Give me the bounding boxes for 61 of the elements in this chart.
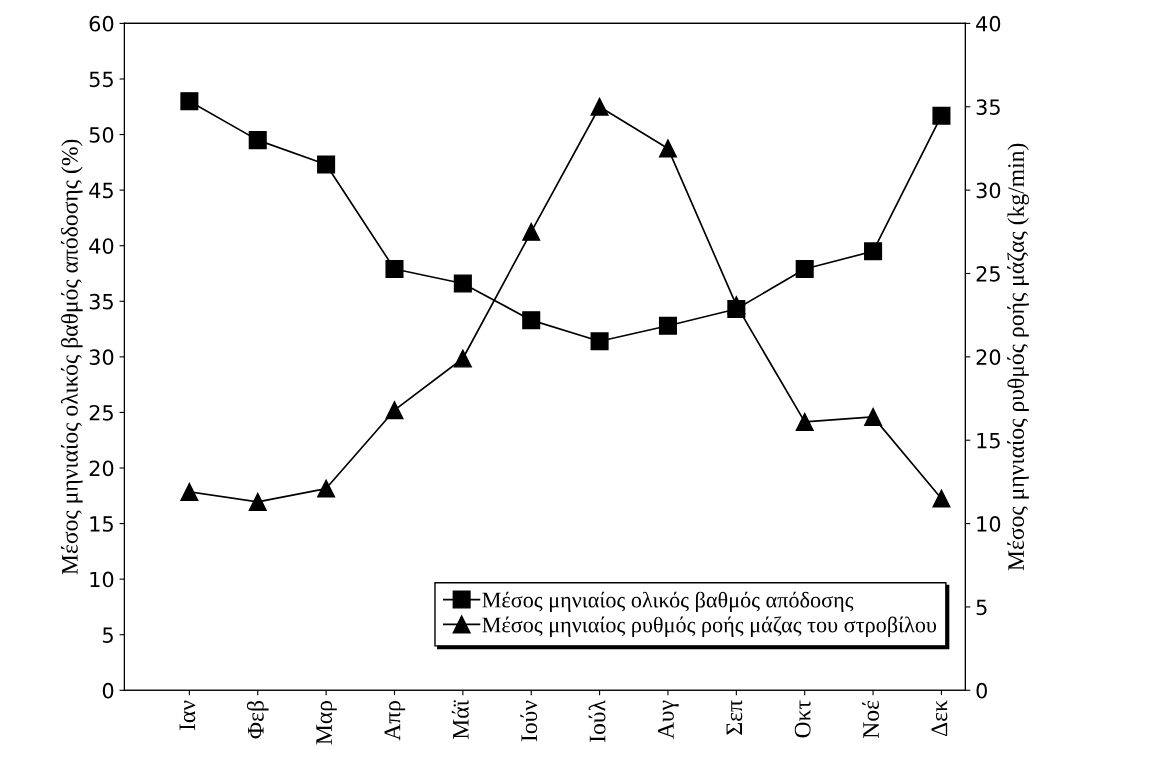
- y-axis-title: Μέσος μηνιαίος ολικός βαθμός απόδοσης (%): [60, 139, 83, 575]
- x-tick-label: Οκτ: [794, 700, 811, 738]
- point: [180, 482, 199, 501]
- x-tick-label: Δεκ: [931, 700, 948, 737]
- y2-tick-label: 10: [977, 516, 1001, 532]
- y2-tick-label: 0: [976, 682, 987, 699]
- y-tick-label: 45: [89, 182, 113, 199]
- y-tick-label: 40: [89, 238, 114, 254]
- y-tick-label: 15: [90, 516, 113, 532]
- point: [317, 479, 336, 498]
- point: [795, 412, 814, 431]
- legend-label: Μέσος μηνιαίος ολικός βαθμός απόδοσης: [482, 591, 854, 613]
- point: [522, 222, 541, 241]
- point: [453, 349, 472, 368]
- x-tick-label: Σεπ: [726, 700, 743, 735]
- y-tick-label: 30: [89, 349, 114, 366]
- legend-label: Μέσος μηνιαίος ρυθμός ροής μάζας του στροβίλου: [482, 616, 937, 637]
- x-tick-label: Ιούλ: [588, 700, 606, 742]
- x-tick-label: Ιούν: [520, 700, 538, 742]
- point: [248, 131, 267, 150]
- point: [864, 407, 883, 426]
- y-tick-label: 0: [102, 682, 114, 699]
- x-tick-label: Αυγ: [658, 700, 679, 739]
- x-tick-label: Απρ: [384, 700, 406, 741]
- point: [385, 401, 404, 420]
- point: [727, 300, 746, 319]
- y-tick-label: 55: [89, 71, 113, 88]
- point: [658, 139, 677, 158]
- y-tick-label: 10: [90, 571, 114, 588]
- y-tick-label: 50: [89, 127, 114, 143]
- point: [658, 316, 677, 335]
- y-tick-label: 20: [89, 460, 114, 477]
- y-tick-label: 35: [89, 293, 113, 310]
- point: [385, 260, 404, 279]
- x-tick-label: Φεβ: [246, 701, 269, 739]
- y-tick-label: 60: [89, 15, 114, 32]
- y2-tick-label: 30: [976, 182, 1001, 199]
- x-tick-label: Νοέ: [862, 700, 879, 739]
- point: [453, 274, 472, 293]
- y-tick-label: 25: [89, 404, 113, 421]
- y2-tick-label: 15: [977, 432, 1000, 449]
- point: [180, 92, 199, 111]
- y2-tick-label: 25: [976, 265, 1000, 282]
- point: [522, 311, 541, 330]
- x-tick-label: Μαρ: [316, 700, 337, 745]
- point: [590, 97, 609, 116]
- y2-tick-label: 35: [976, 99, 1000, 115]
- point: [248, 492, 267, 511]
- point: [932, 489, 951, 508]
- point: [590, 332, 609, 351]
- y2-tick-label: 5: [976, 599, 987, 616]
- x-tick-label: Μάϊ: [451, 700, 469, 740]
- y2-tick-label: 40: [976, 15, 1001, 32]
- x-tick-label: Ιαν: [179, 700, 196, 731]
- point: [795, 260, 814, 279]
- point: [932, 106, 951, 125]
- y2-axis-title: Μέσος μηνιαίος ρυθμός ροής μάζας (kg/min): [1007, 143, 1029, 571]
- point: [317, 155, 336, 174]
- y2-tick-label: 20: [976, 349, 1001, 366]
- y-tick-label: 5: [103, 627, 113, 643]
- point: [864, 242, 883, 261]
